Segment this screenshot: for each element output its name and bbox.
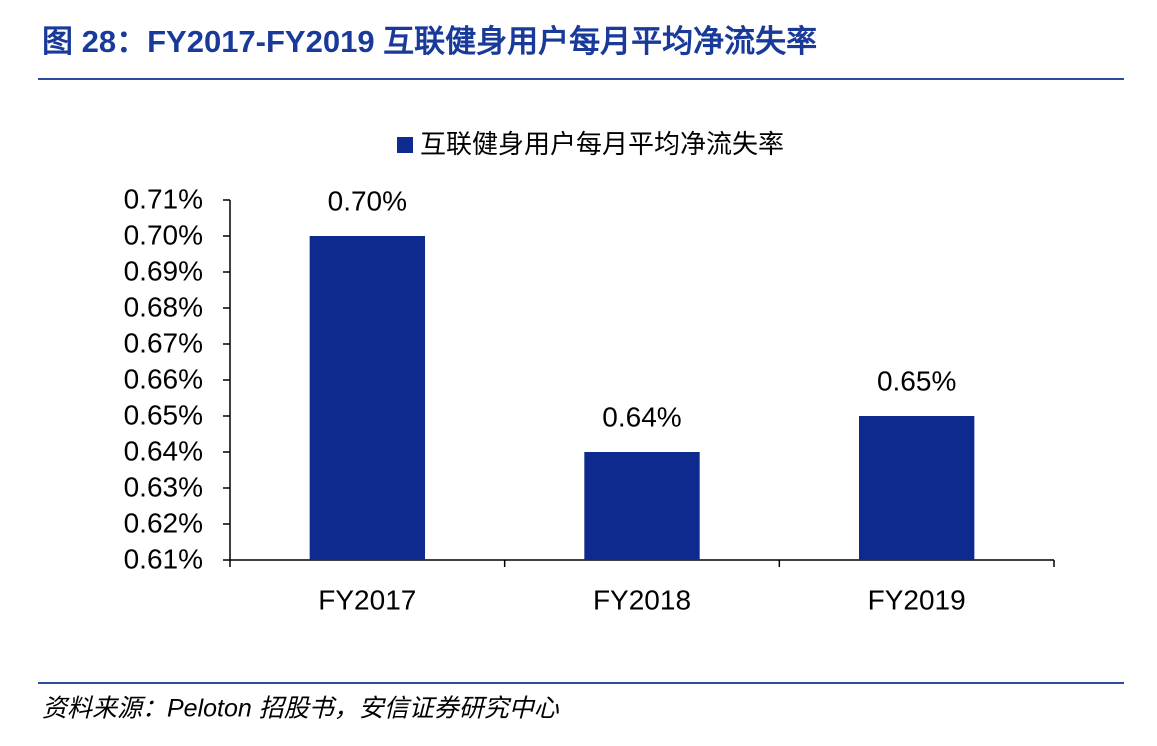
- bar: [309, 236, 426, 560]
- y-tick-label: 0.63%: [124, 471, 203, 502]
- y-tick-label: 0.61%: [124, 543, 203, 574]
- y-tick-label: 0.67%: [124, 327, 203, 358]
- legend-swatch: [397, 137, 413, 153]
- y-tick-label: 0.69%: [124, 255, 203, 286]
- y-tick-label: 0.70%: [124, 219, 203, 250]
- bar: [858, 416, 975, 560]
- data-label: 0.65%: [877, 365, 956, 396]
- figure-title: 图 28：FY2017-FY2019 互联健身用户每月平均净流失率: [42, 24, 817, 59]
- source-note: 资料来源：Peloton 招股书，安信证券研究中心: [42, 695, 560, 723]
- y-tick-label: 0.65%: [124, 399, 203, 430]
- bar: [584, 452, 700, 560]
- legend-label: 互联健身用户每月平均净流失率: [420, 129, 784, 159]
- y-tick-label: 0.71%: [124, 183, 203, 214]
- data-label: 0.70%: [328, 185, 407, 216]
- x-tick-label: FY2017: [318, 584, 416, 615]
- y-tick-label: 0.64%: [124, 435, 203, 466]
- data-label: 0.64%: [602, 401, 681, 432]
- y-tick-label: 0.62%: [124, 507, 203, 538]
- y-tick-label: 0.68%: [124, 291, 203, 322]
- x-tick-label: FY2019: [868, 584, 966, 615]
- x-tick-label: FY2018: [593, 584, 691, 615]
- y-tick-label: 0.66%: [124, 363, 203, 394]
